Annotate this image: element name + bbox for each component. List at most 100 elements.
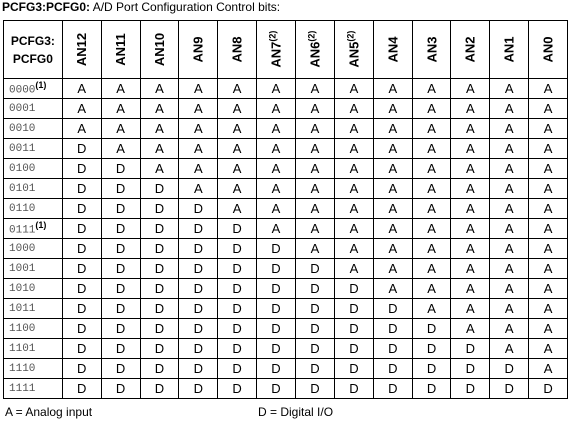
cell: A (294, 118, 335, 139)
code-text: 0001 (9, 102, 36, 115)
cell: A (294, 218, 335, 239)
cell: A (139, 78, 180, 99)
cell: A (61, 78, 102, 99)
cell: A (528, 278, 568, 299)
cell: A (411, 98, 452, 119)
data-row: 1010 D D D D D D D D A A A A A (3, 278, 568, 299)
column-header: AN2 (450, 20, 491, 79)
cell: D (489, 358, 530, 379)
data-row: 0111(1) D D D D D A A A A A A A A (3, 218, 568, 239)
cell: D (100, 238, 141, 259)
cell: D (139, 178, 180, 199)
column-label: AN12 (74, 32, 90, 67)
cell: D (100, 318, 141, 339)
cell: D (256, 338, 296, 359)
cell: D (139, 278, 180, 299)
cell: D (139, 378, 180, 399)
cell: A (294, 238, 335, 259)
cell: D (333, 358, 374, 379)
cell: D (372, 358, 413, 379)
cell: D (100, 358, 141, 379)
cell: A (528, 158, 568, 179)
cell: D (450, 358, 491, 379)
cell: D (100, 378, 141, 399)
cell: D (489, 378, 530, 399)
row-code: 1000 (3, 238, 63, 259)
cell: A (489, 158, 530, 179)
row-code: 1110 (3, 358, 63, 379)
row-code: 0110 (3, 198, 63, 219)
cell: A (450, 218, 491, 239)
cell: A (411, 278, 452, 299)
column-header: AN3 (411, 20, 452, 79)
cell: D (294, 318, 335, 339)
cell: A (139, 118, 180, 139)
cell: D (217, 318, 258, 339)
row-code: 0011 (3, 138, 63, 159)
header-row: PCFG3: PCFG0 AN12 AN11 AN10 AN9 AN8 AN7(2) AN6(2… (3, 20, 568, 79)
data-row: 0001 A A A A A A A A A A A A A (3, 98, 568, 119)
cell: D (294, 378, 335, 399)
cell: D (61, 138, 102, 159)
cell: A (256, 118, 296, 139)
cell: D (139, 338, 180, 359)
cell: D (217, 338, 258, 359)
cell: D (61, 178, 102, 199)
column-label-wrap: AN5(2) (346, 31, 362, 68)
cell: A (372, 158, 413, 179)
cell: D (61, 318, 102, 339)
code-text: 1011 (9, 302, 36, 315)
row-code: 0001 (3, 98, 63, 119)
data-row: 1101 D D D D D D D D D D D A A (3, 338, 568, 359)
column-label: AN1 (501, 36, 517, 63)
cell: A (256, 138, 296, 159)
row-code: 0101 (3, 178, 63, 199)
cell: D (294, 258, 335, 279)
row-code: 0000(1) (3, 78, 63, 99)
cell: D (450, 378, 491, 399)
column-header: AN8 (217, 20, 258, 79)
cell: D (411, 378, 452, 399)
column-header: AN12 (61, 20, 102, 79)
cell: A (139, 138, 180, 159)
cell: D (217, 218, 258, 239)
cell: A (528, 98, 568, 119)
column-label-wrap: AN1 (502, 36, 517, 62)
legend-analog: A = Analog input (5, 405, 93, 419)
cell: A (489, 118, 530, 139)
column-label-wrap: AN8 (230, 36, 245, 62)
data-row: 1011 D D D D D D D D D A A A A (3, 298, 568, 319)
cell: A (372, 138, 413, 159)
cell: A (528, 238, 568, 259)
cell: D (256, 318, 296, 339)
cell: D (256, 258, 296, 279)
cell: D (139, 218, 180, 239)
column-label: AN0 (540, 36, 556, 63)
cell: A (411, 138, 452, 159)
column-label-wrap: AN10 (152, 33, 167, 66)
cell: D (178, 238, 219, 259)
cell: D (61, 358, 102, 379)
cell: D (61, 298, 102, 319)
corner-line: PCFG3: (10, 33, 55, 48)
cell: A (528, 258, 568, 279)
cell: A (411, 258, 452, 279)
column-header: AN7(2) (256, 20, 296, 79)
cell: A (217, 198, 258, 219)
cell: A (450, 158, 491, 179)
caption-text: A/D Port Configuration Control bits: (90, 0, 281, 14)
cell: A (294, 78, 335, 99)
cell: D (411, 358, 452, 379)
corner-line: PCFG0 (12, 51, 53, 66)
cell: A (528, 78, 568, 99)
column-note: (2) (306, 30, 317, 42)
code-text: 0111 (9, 224, 36, 237)
cell: A (411, 78, 452, 99)
cell: A (450, 258, 491, 279)
corner-header: PCFG3: PCFG0 (3, 20, 63, 79)
cell: A (333, 238, 374, 259)
data-row: 0011 D A A A A A A A A A A A A (3, 138, 568, 159)
cell: A (489, 278, 530, 299)
cell: A (217, 178, 258, 199)
